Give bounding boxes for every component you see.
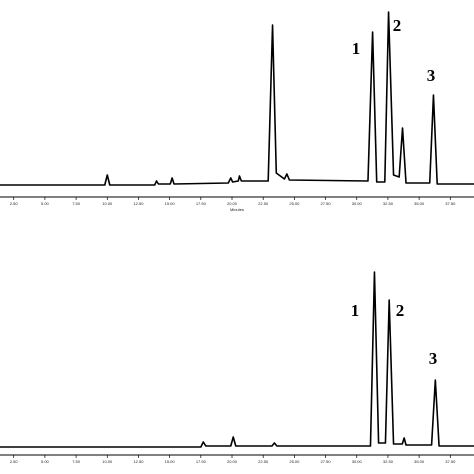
x-tick-label: 27.50 <box>321 459 332 464</box>
x-tick-label: 5.00 <box>41 459 50 464</box>
x-tick-label: 37.50 <box>445 201 456 206</box>
x-tick-label: 37.50 <box>445 459 456 464</box>
peak-label: 3 <box>427 66 436 85</box>
x-tick-label: 7.50 <box>72 201 81 206</box>
x-tick-label: 17.50 <box>196 201 207 206</box>
x-tick-label: 10.00 <box>102 201 113 206</box>
x-tick-label: 2.50 <box>10 201 19 206</box>
x-tick-label: 22.50 <box>258 459 269 464</box>
peak-label: 2 <box>393 16 402 35</box>
peak-label: 3 <box>429 349 438 368</box>
x-tick-label: 32.50 <box>383 459 394 464</box>
x-tick-label: 22.50 <box>258 201 269 206</box>
x-tick-label: 7.50 <box>72 459 81 464</box>
x-tick-label: 30.00 <box>352 201 363 206</box>
x-tick-label: 35.00 <box>414 459 425 464</box>
x-tick-label: 15.00 <box>165 459 176 464</box>
x-tick-label: 27.50 <box>321 201 332 206</box>
peak-label: 2 <box>396 301 405 320</box>
x-tick-label: 25.00 <box>289 201 300 206</box>
x-tick-label: 15.00 <box>165 201 176 206</box>
x-tick-label: 5.00 <box>41 201 50 206</box>
x-tick-label: 10.00 <box>102 459 113 464</box>
x-tick-label: 12.50 <box>133 201 144 206</box>
x-axis-label: Minutes <box>230 207 244 212</box>
chromatogram-line <box>0 11 474 186</box>
x-tick-label: 20.00 <box>227 201 238 206</box>
peak-label: 1 <box>352 39 361 58</box>
x-tick-label: 12.50 <box>133 459 144 464</box>
x-tick-label: 2.50 <box>10 459 19 464</box>
x-tick-label: 20.00 <box>227 459 238 464</box>
chromatogram-line <box>0 271 474 448</box>
x-tick-label: 32.50 <box>383 201 394 206</box>
x-tick-label: 30.00 <box>352 459 363 464</box>
x-tick-label: 35.00 <box>414 201 425 206</box>
x-tick-label: 25.00 <box>289 459 300 464</box>
x-tick-label: 17.50 <box>196 459 207 464</box>
peak-label: 1 <box>351 301 360 320</box>
